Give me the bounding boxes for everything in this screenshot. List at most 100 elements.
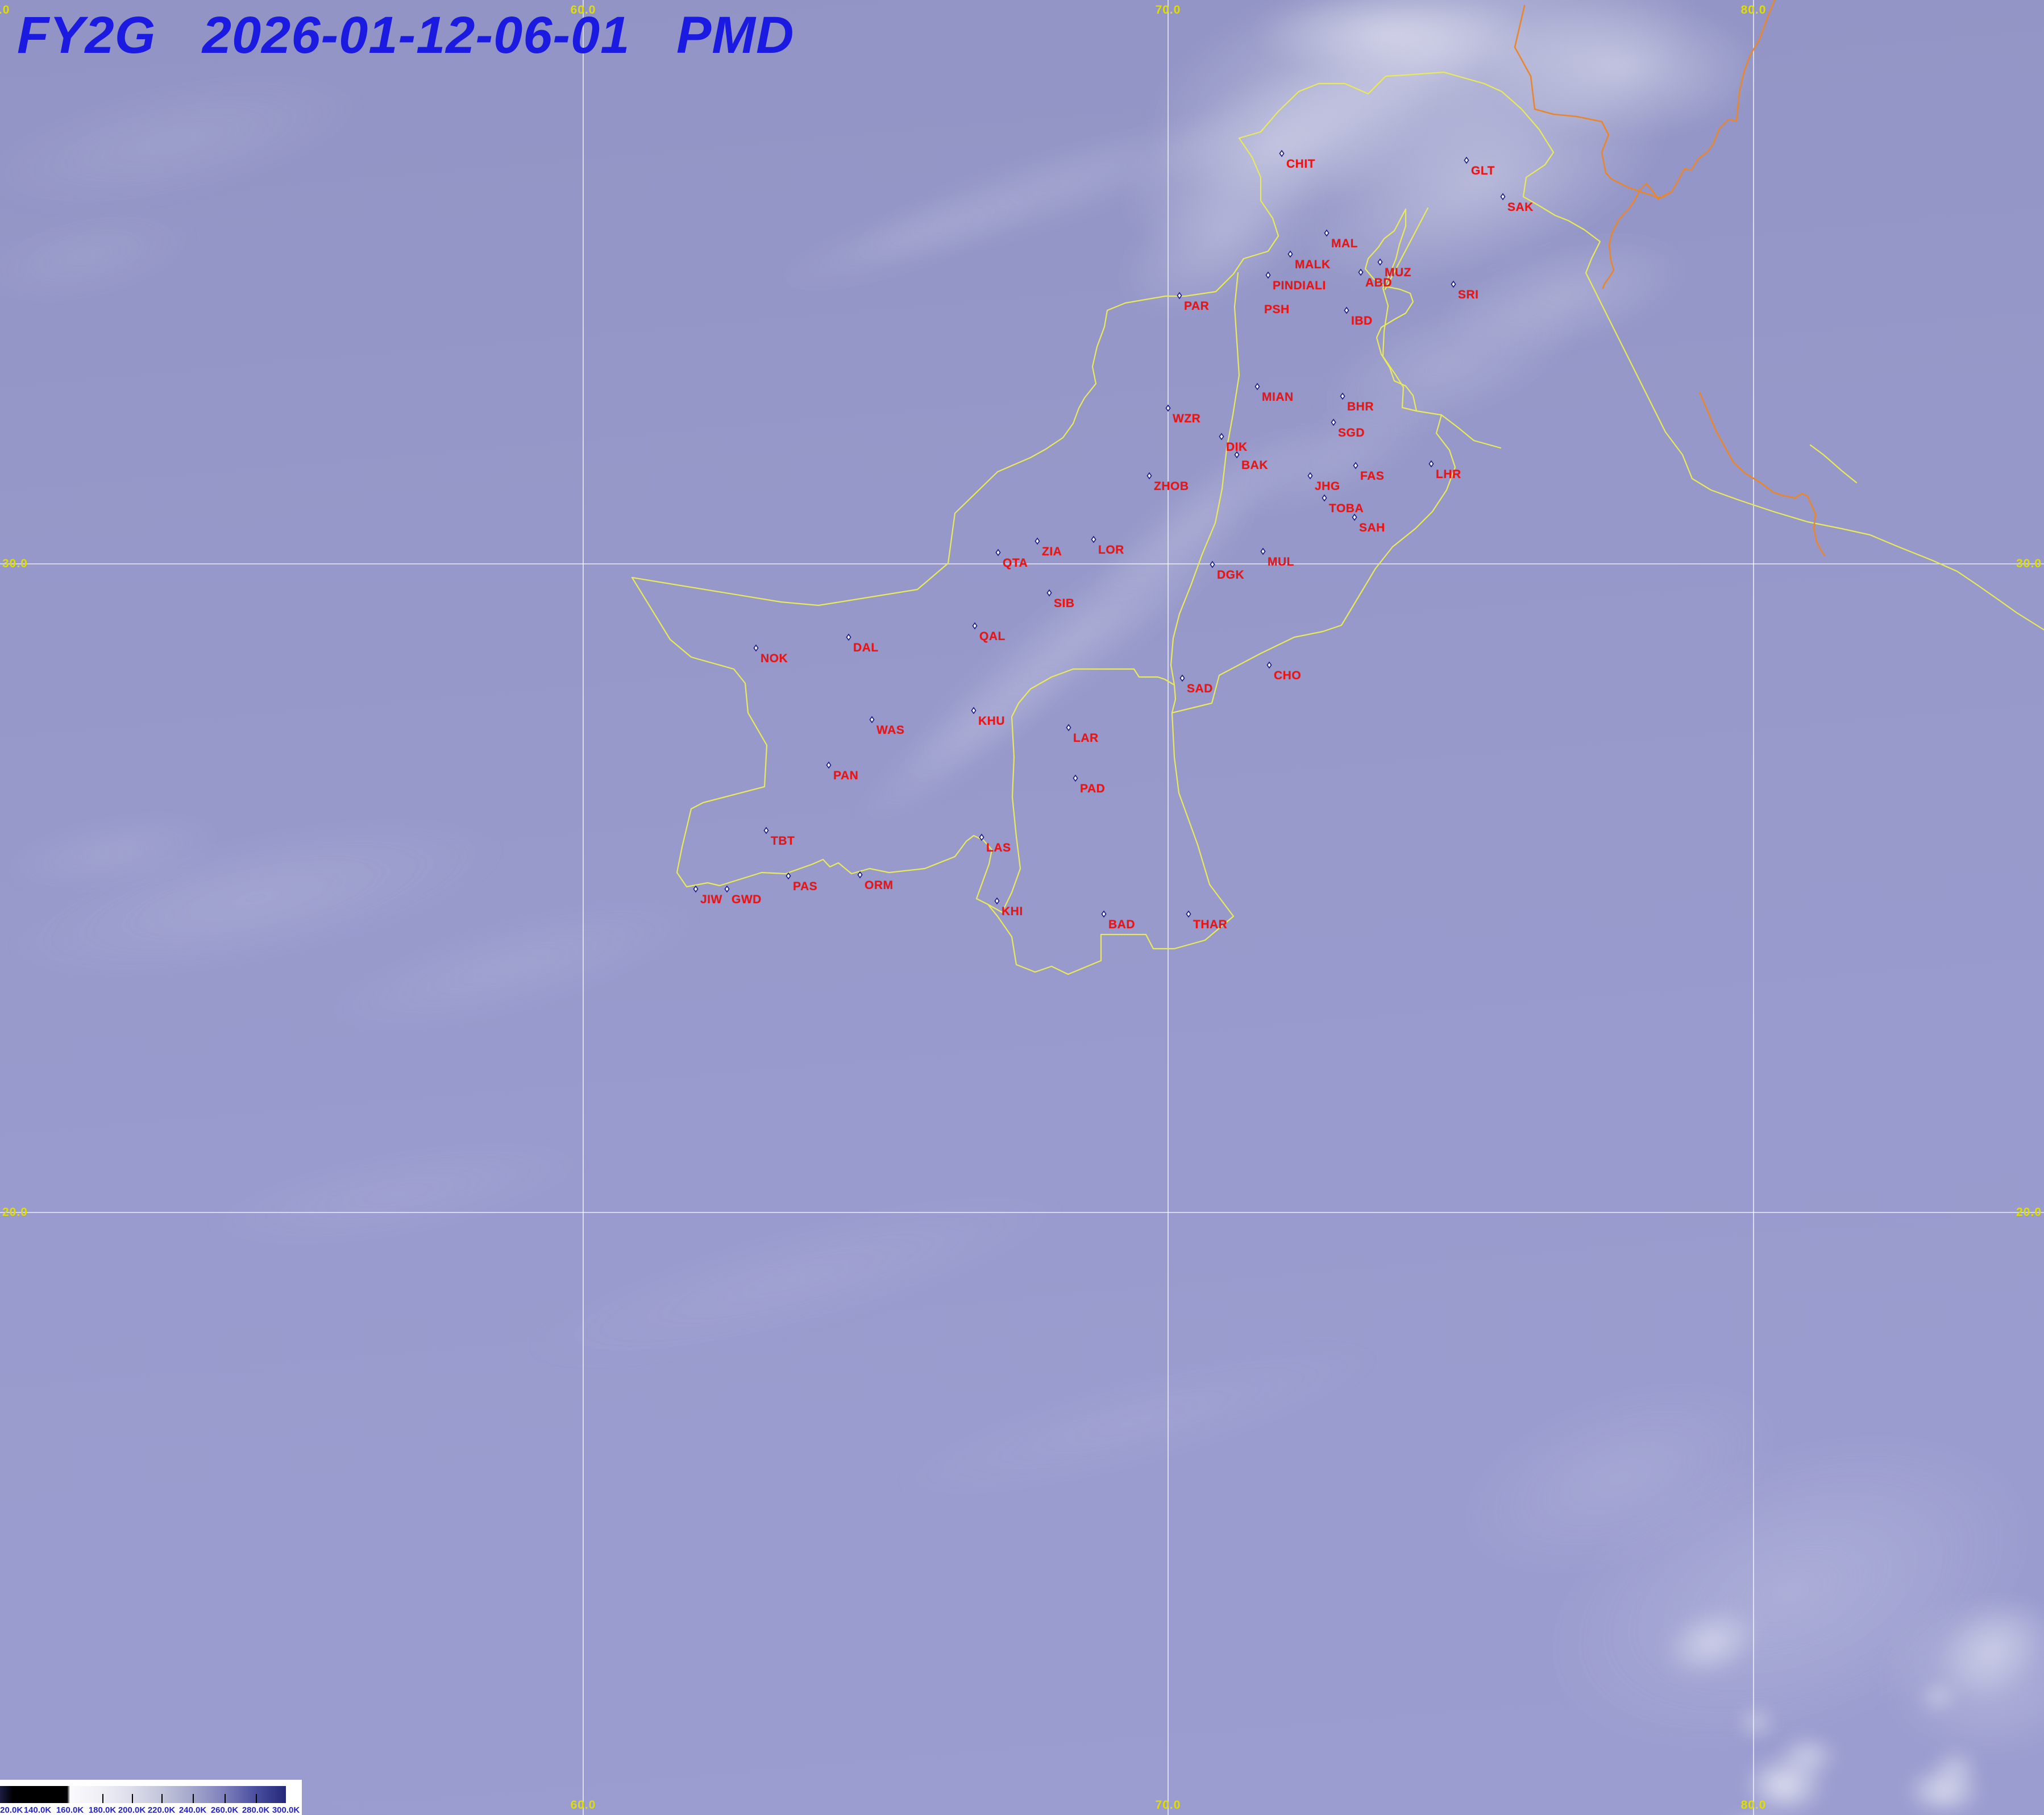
station-label: IBD [1351, 314, 1373, 327]
station-label: CHO [1274, 669, 1302, 682]
station-label: ORM [865, 879, 894, 892]
grid-label-latitude-right: 30.0 [2016, 557, 2042, 570]
scalebar-label: 240.0K [178, 1805, 207, 1815]
scalebar-label: 200.0K [118, 1805, 146, 1815]
station-marker-icon [786, 872, 791, 880]
scalebar-label: 300.0K [272, 1805, 300, 1815]
station-marker-icon [1219, 433, 1224, 441]
country-border-orange [1514, 5, 1673, 199]
country-border-yellow [987, 668, 1074, 913]
station-marker-icon [1358, 268, 1364, 276]
station-marker-icon [1165, 404, 1171, 412]
station-marker-icon [753, 644, 759, 652]
grid-label-latitude-left: 30.0 [2, 557, 28, 570]
country-border-yellow [1809, 444, 1858, 484]
station-label: SRI [1458, 288, 1479, 301]
station-label: MUZ [1385, 266, 1411, 279]
station-label: LHR [1436, 468, 1461, 481]
country-border-yellow [1585, 272, 2044, 631]
station-marker-icon [869, 716, 875, 724]
station-marker-icon [1073, 774, 1078, 782]
station-marker-icon [1322, 494, 1327, 502]
station-label: QTA [1003, 556, 1028, 570]
country-border-orange [1698, 391, 1826, 556]
station-marker-icon [1146, 472, 1152, 480]
station-label: PINDIALI [1273, 279, 1326, 292]
station-label: SAD [1187, 682, 1213, 695]
scalebar-label: 120.0K [0, 1805, 23, 1815]
station-label: BHR [1347, 400, 1374, 413]
station-marker-icon [1179, 674, 1185, 682]
station-label: ZHOB [1154, 480, 1189, 493]
station-marker-icon [1464, 156, 1469, 164]
station-label: TOBA [1329, 502, 1364, 515]
image-title: FY2G 2026-01-12-06-01 PMD [17, 6, 795, 64]
scalebar-tick [102, 1794, 103, 1803]
scalebar-tick [256, 1794, 257, 1803]
station-marker-icon [1260, 547, 1266, 555]
station-label: GLT [1471, 164, 1495, 177]
station-marker-icon [972, 622, 978, 630]
station-marker-icon [994, 897, 1000, 905]
station-label: KHI [1002, 905, 1023, 918]
station-marker-icon [979, 833, 984, 841]
country-border-yellow [1440, 414, 1502, 449]
station-label: PAS [793, 880, 818, 893]
station-label: SGD [1338, 426, 1365, 439]
station-label: MIAN [1262, 391, 1294, 404]
station-marker-icon [1331, 418, 1336, 426]
station-label: TBT [771, 834, 795, 848]
station-label: PAR [1184, 300, 1210, 313]
station-label: PAD [1080, 782, 1106, 795]
station-marker-icon [1287, 250, 1293, 258]
station-marker-icon [971, 707, 977, 715]
station-label: BAD [1108, 918, 1135, 931]
station-marker-icon [693, 885, 699, 893]
station-label: MUL [1268, 555, 1294, 568]
station-marker-icon [1210, 560, 1215, 568]
station-label: ABD [1365, 276, 1392, 289]
station-marker-icon [763, 826, 769, 834]
station-label: MALK [1295, 258, 1331, 271]
station-label: PSH [1264, 303, 1290, 316]
station-marker-icon [1266, 661, 1272, 669]
station-label: WZR [1173, 412, 1201, 425]
grid-label-longitude-bottom: 70.0 [1155, 1799, 1181, 1812]
station-label: JIW [700, 893, 722, 906]
station-marker-icon [1307, 472, 1313, 480]
station-marker-icon [1186, 910, 1191, 918]
station-label: QAL [979, 630, 1006, 643]
scalebar-tick [132, 1794, 133, 1803]
station-marker-icon [846, 633, 851, 641]
scalebar-label: 260.0K [210, 1805, 239, 1815]
scalebar-label: 180.0K [88, 1805, 117, 1815]
station-label: LAS [986, 841, 1011, 854]
station-marker-icon [724, 885, 730, 893]
station-marker-icon [1101, 910, 1107, 918]
station-label: LOR [1098, 543, 1124, 556]
station-marker-icon [1091, 535, 1096, 543]
station-label: LAR [1073, 732, 1099, 745]
station-marker-icon [1177, 292, 1182, 300]
station-label: MAL [1331, 237, 1358, 250]
grid-label-latitude-right: 20.0 [2016, 1206, 2042, 1219]
station-marker-icon [1353, 462, 1358, 470]
station-label: SAK [1507, 201, 1534, 214]
scalebar-tick [193, 1794, 194, 1803]
station-marker-icon [995, 549, 1001, 556]
station-label: DGK [1217, 568, 1245, 582]
station-label: GWD [732, 893, 762, 906]
station-marker-icon [1066, 724, 1071, 732]
station-marker-icon [1340, 392, 1345, 400]
station-marker-icon [1324, 229, 1330, 237]
station-marker-icon [1254, 383, 1260, 391]
station-marker-icon [1428, 460, 1434, 468]
scalebar-gradient [0, 1786, 286, 1803]
station-marker-icon [1377, 258, 1383, 266]
station-label: SIB [1054, 597, 1075, 610]
station-marker-icon [1234, 451, 1240, 459]
station-marker-icon [1500, 193, 1506, 201]
